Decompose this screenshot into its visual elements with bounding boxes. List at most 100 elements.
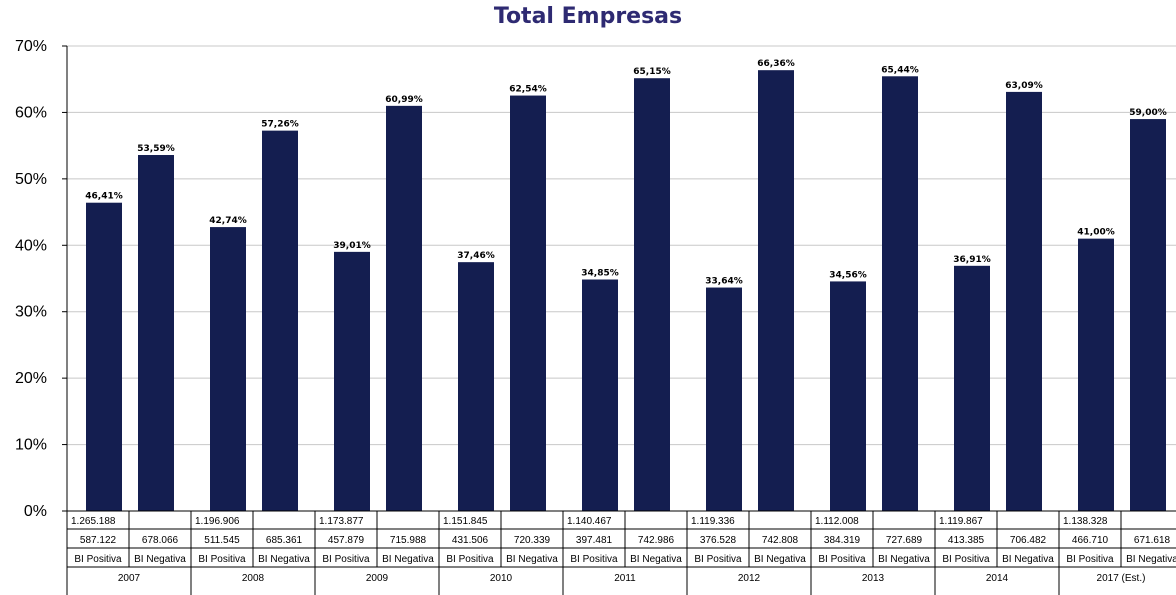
table-total-cell: 1.265.188 <box>71 516 116 527</box>
table-count-positiva: 457.879 <box>328 535 365 546</box>
bar <box>634 78 670 511</box>
data-table: 1.265.188 587.122 678.066 BI Positiva BI Neg… <box>66 510 1176 595</box>
table-total-cell: 1.119.867 <box>939 516 983 527</box>
y-axis: 0% 10% 20% 30% 40% 50% 60% 70% <box>15 38 68 520</box>
y-tick-label: 20% <box>15 370 47 387</box>
bar <box>582 279 618 511</box>
bar <box>262 130 298 511</box>
bars <box>86 70 1166 512</box>
bar <box>706 287 742 511</box>
data-label: 34,56% <box>829 270 867 280</box>
table-subcategory-label: BI Positiva <box>694 554 742 565</box>
bar <box>334 251 370 512</box>
table-count-negativa: 685.361 <box>266 535 303 546</box>
table-subcategory-label: BI Negativa <box>506 554 558 565</box>
table-subcategory-label: BI Negativa <box>878 554 930 565</box>
bar <box>86 202 122 511</box>
table-count-negativa: 742.986 <box>638 535 675 546</box>
y-tick-label: 70% <box>15 38 47 55</box>
table-subcategory-label: BI Negativa <box>382 554 434 565</box>
table-subcategory-label: BI Negativa <box>630 554 682 565</box>
table-count-positiva: 376.528 <box>700 535 737 546</box>
gridlines <box>67 45 1176 446</box>
table-subcategory-label: BI Positiva <box>198 554 246 565</box>
data-label: 63,09% <box>1005 81 1043 91</box>
y-tick-label: 40% <box>15 237 47 254</box>
y-tick-label: 50% <box>15 171 47 188</box>
table-total-cell: 1.173.877 <box>319 516 364 527</box>
bar <box>458 262 494 511</box>
data-label: 62,54% <box>509 85 547 95</box>
table-subcategory-label: BI Negativa <box>754 554 806 565</box>
table-subcategory-label: BI Positiva <box>818 554 866 565</box>
x-category-label: 2012 <box>738 573 761 584</box>
table-count-positiva: 431.506 <box>452 535 489 546</box>
table-count-positiva: 466.710 <box>1072 535 1109 546</box>
table-subcategory-label: BI Positiva <box>942 554 990 565</box>
x-category-label: 2009 <box>366 573 389 584</box>
table-total-cell: 1.112.008 <box>815 516 859 527</box>
data-label: 59,00% <box>1129 108 1167 118</box>
data-labels: 46,41% 42,74% 39,01% 37,46% 34,85% 33,64% 34,5… <box>85 59 1167 286</box>
x-category-label: 2013 <box>862 573 885 584</box>
table-subcategory-label: BI Positiva <box>322 554 370 565</box>
data-label: 57,26% <box>261 120 299 130</box>
table-count-positiva: 413.385 <box>948 535 985 546</box>
table-count-positiva: 511.545 <box>204 535 240 546</box>
bar <box>510 95 546 511</box>
bar <box>830 281 866 511</box>
bar <box>138 155 174 512</box>
table-subcategory-label: BI Positiva <box>446 554 494 565</box>
table-subcategory-label: BI Negativa <box>258 554 310 565</box>
data-label: 53,59% <box>137 144 175 154</box>
bar <box>1130 119 1166 512</box>
table-count-negativa: 742.808 <box>762 535 799 546</box>
table-total-cell: 1.196.906 <box>195 516 240 527</box>
bar <box>954 265 990 511</box>
data-label: 42,74% <box>209 216 247 226</box>
chart-title: Total Empresas <box>493 4 683 29</box>
bar <box>1006 91 1042 511</box>
table-subcategory-label: BI Positiva <box>74 554 122 565</box>
y-tick-label: 30% <box>15 304 47 321</box>
table-count-positiva: 587.122 <box>80 535 117 546</box>
x-category-label: 2010 <box>490 573 513 584</box>
x-category-label: 2011 <box>614 573 636 584</box>
table-subcategory-label: BI Positiva <box>570 554 618 565</box>
data-label: 46,41% <box>85 192 123 202</box>
table-count-negativa: 727.689 <box>886 535 923 546</box>
table-count-positiva: 384.319 <box>824 535 861 546</box>
table-count-negativa: 720.339 <box>514 535 551 546</box>
x-category-label: 2017 (Est.) <box>1097 573 1146 584</box>
table-count-positiva: 397.481 <box>576 535 613 546</box>
bar <box>210 227 246 511</box>
table-subcategory-label: BI Negativa <box>1126 554 1176 565</box>
data-label: 66,36% <box>757 59 795 69</box>
table-subcategory-label: BI Positiva <box>1066 554 1114 565</box>
table-subcategory-label: BI Negativa <box>1002 554 1054 565</box>
y-tick-label: 10% <box>15 437 47 454</box>
table-count-negativa: 678.066 <box>142 535 179 546</box>
table-total-cell: 1.119.336 <box>691 516 735 527</box>
data-label: 41,00% <box>1077 228 1115 238</box>
bar <box>882 76 918 511</box>
table-subcategory-label: BI Negativa <box>134 554 186 565</box>
data-label: 37,46% <box>457 251 495 261</box>
table-total-cell: 1.138.328 <box>1063 516 1108 527</box>
bar <box>386 105 422 511</box>
x-category-label: 2014 <box>986 573 1009 584</box>
data-label: 60,99% <box>385 95 423 105</box>
data-label: 34,85% <box>581 268 619 278</box>
y-tick-label: 0% <box>24 503 47 520</box>
x-category-label: 2007 <box>118 573 141 584</box>
data-label: 39,01% <box>333 241 371 251</box>
y-tick-label: 60% <box>15 104 47 121</box>
x-category-label: 2008 <box>242 573 265 584</box>
data-label: 65,15% <box>633 67 671 77</box>
table-total-cell: 1.140.467 <box>567 516 612 527</box>
bar <box>1078 238 1114 511</box>
table-total-cell: 1.151.845 <box>443 516 488 527</box>
bar <box>758 70 794 512</box>
data-label: 65,44% <box>881 65 919 75</box>
